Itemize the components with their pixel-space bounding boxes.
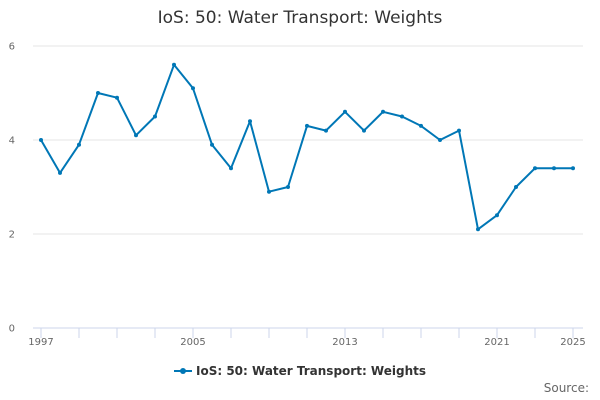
series-points	[39, 62, 575, 232]
data-point-2023	[533, 166, 537, 171]
x-tick-label-2025: 2025	[560, 337, 585, 348]
credits-source[interactable]: Source:	[543, 381, 589, 395]
y-axis-ticks: 0 2 4 6	[9, 42, 15, 335]
data-point-2016	[400, 114, 404, 119]
data-point-2024	[552, 166, 556, 171]
y-tick-label-6: 6	[9, 42, 15, 53]
data-point-2020	[476, 227, 480, 232]
data-point-2018	[438, 138, 442, 142]
data-point-2007	[229, 166, 233, 171]
data-point-2004	[172, 62, 176, 67]
data-point-2000	[96, 91, 100, 95]
legend[interactable]: IoS: 50: Water Transport: Weights	[0, 364, 600, 378]
data-point-1997	[39, 138, 43, 142]
data-point-2010	[286, 185, 290, 189]
data-point-2012	[324, 128, 328, 133]
data-point-2021	[495, 213, 499, 218]
data-point-2014	[362, 128, 366, 133]
y-tick-label-2: 2	[9, 230, 15, 241]
data-point-2015	[381, 109, 385, 114]
legend-line-marker-icon	[174, 367, 192, 375]
data-point-2008	[248, 119, 252, 124]
data-point-2009	[267, 189, 271, 194]
data-point-1998	[58, 170, 62, 175]
data-point-2003	[153, 114, 157, 119]
x-tick-label-2005: 2005	[180, 337, 205, 348]
data-point-2017	[419, 123, 423, 128]
y-tick-label-4: 4	[9, 136, 15, 147]
x-tick-label-2013: 2013	[332, 337, 357, 348]
data-point-2006	[210, 142, 214, 147]
x-axis-ticks: 1997 2005 2013 2021 2025	[28, 328, 586, 348]
x-tick-label-2021: 2021	[484, 337, 509, 348]
data-point-2022	[514, 185, 518, 189]
legend-label: IoS: 50: Water Transport: Weights	[196, 364, 426, 378]
series-line	[40, 63, 573, 231]
y-tick-label-0: 0	[9, 324, 15, 335]
data-point-2013	[343, 109, 347, 114]
chart-title: IoS: 50: Water Transport: Weights	[157, 8, 443, 28]
data-point-2011	[305, 123, 309, 128]
data-point-2025	[571, 166, 575, 171]
gridlines	[33, 45, 583, 235]
data-point-2019	[457, 128, 461, 133]
data-point-2002	[134, 133, 138, 138]
data-point-1999	[77, 142, 81, 147]
data-point-2005	[191, 86, 195, 91]
data-point-2001	[115, 95, 119, 100]
x-tick-label-1997: 1997	[28, 337, 53, 348]
